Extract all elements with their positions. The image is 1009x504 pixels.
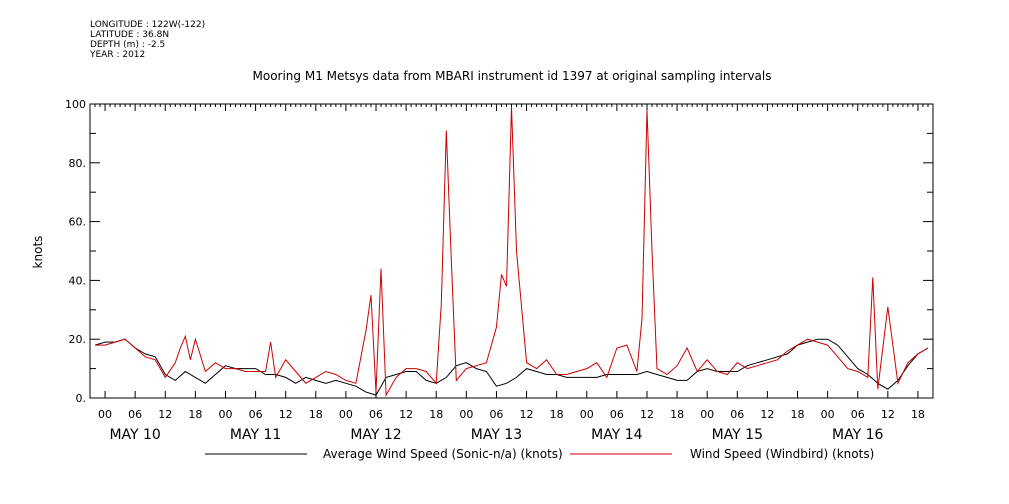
x-day-label: MAY 11 (230, 427, 281, 443)
x-day-label: MAY 13 (471, 427, 522, 443)
plot-frame (89, 103, 934, 399)
series-line-average-wind-speed (94, 338, 929, 396)
x-hour-label: 18 (911, 408, 925, 421)
x-hour-label: 18 (429, 408, 443, 421)
x-day-label: MAY 12 (350, 427, 401, 443)
x-hour-label: 00 (459, 408, 473, 421)
x-hour-label: 00 (700, 408, 714, 421)
axis-ticks: 0. 20. 40. 60. 80. 100 00 06 12 18 00 06 12 18 00 06 12 1… (65, 98, 934, 443)
x-hour-label: 06 (489, 408, 503, 421)
legend-label-average: Average Wind Speed (Sonic-n/a) (knots) (323, 447, 563, 461)
year-label: YEAR : 2012 (90, 50, 146, 60)
x-hour-label: 00 (218, 408, 232, 421)
y-tick-label: 80. (69, 157, 87, 170)
y-tick-label: 20. (69, 333, 87, 346)
x-hour-label: 00 (339, 408, 353, 421)
series-line-windbird-wind-speed (95, 106, 929, 397)
longitude-label: LONGITUDE : 122W(-122) (90, 20, 206, 30)
x-day-label: MAY 10 (109, 427, 160, 443)
x-hour-label: 18 (670, 408, 684, 421)
x-hour-label: 12 (520, 408, 534, 421)
x-hour-label: 06 (610, 408, 624, 421)
x-hour-label: 00 (580, 408, 594, 421)
y-tick-label: 40. (69, 274, 87, 287)
x-day-label: MAY 16 (832, 427, 883, 443)
legend-label-windbird: Wind Speed (Windbird) (knots) (690, 447, 874, 461)
x-hour-label: 18 (309, 408, 323, 421)
x-day-label: MAY 14 (591, 427, 642, 443)
chart-title: Mooring M1 Metsys data from MBARI instru… (253, 69, 772, 83)
x-hour-label: 06 (249, 408, 263, 421)
x-hour-label: 12 (399, 408, 413, 421)
x-hour-label: 12 (881, 408, 895, 421)
x-hour-label: 00 (821, 408, 835, 421)
x-hour-label: 00 (98, 408, 112, 421)
x-hour-label: 06 (730, 408, 744, 421)
y-tick-label: 60. (69, 216, 87, 229)
x-hour-label: 06 (851, 408, 865, 421)
x-hour-label: 18 (791, 408, 805, 421)
y-tick-label: 100 (65, 98, 86, 111)
station-metadata: LONGITUDE : 122W(-122) LATITUDE : 36.8N … (90, 20, 205, 60)
legend: Average Wind Speed (Sonic-n/a) (knots) W… (205, 447, 874, 461)
y-tick-label: 0. (76, 392, 87, 405)
x-hour-label: 18 (188, 408, 202, 421)
x-hour-label: 12 (640, 408, 654, 421)
x-hour-label: 18 (550, 408, 564, 421)
x-hour-label: 06 (369, 408, 383, 421)
x-day-label: MAY 15 (712, 427, 763, 443)
depth-label: DEPTH (m) : -2.5 (90, 40, 166, 50)
x-hour-label: 12 (158, 408, 172, 421)
x-hour-label: 12 (279, 408, 293, 421)
x-hour-label: 12 (760, 408, 774, 421)
latitude-label: LATITUDE : 36.8N (90, 30, 170, 40)
x-hour-label: 06 (128, 408, 142, 421)
series-layer (94, 106, 929, 397)
y-axis-label: knots (31, 236, 45, 269)
